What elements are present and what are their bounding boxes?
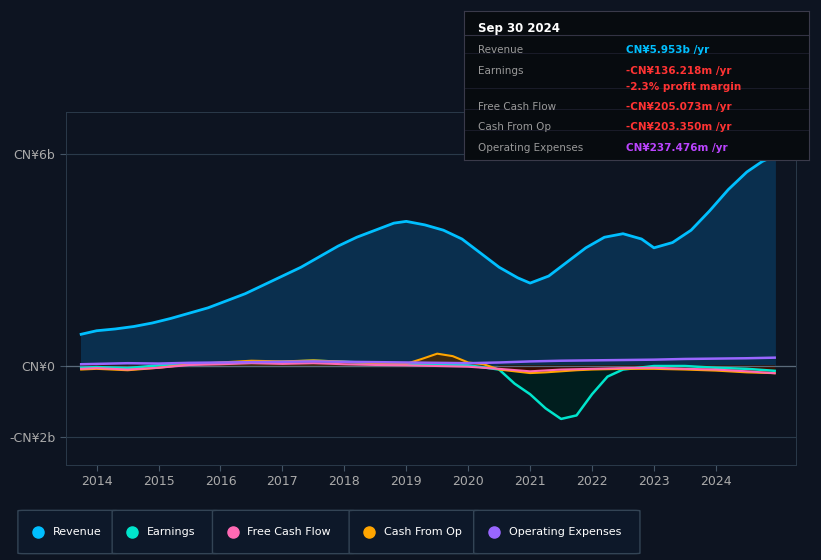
Text: Free Cash Flow: Free Cash Flow — [478, 102, 556, 112]
FancyBboxPatch shape — [112, 510, 218, 554]
Text: Operating Expenses: Operating Expenses — [478, 143, 583, 153]
Text: Operating Expenses: Operating Expenses — [509, 527, 621, 537]
Text: Cash From Op: Cash From Op — [478, 123, 551, 133]
Text: Cash From Op: Cash From Op — [384, 527, 462, 537]
Text: -CN¥136.218m /yr: -CN¥136.218m /yr — [626, 66, 732, 76]
Text: Earnings: Earnings — [147, 527, 195, 537]
FancyBboxPatch shape — [474, 510, 640, 554]
Text: CN¥237.476m /yr: CN¥237.476m /yr — [626, 143, 727, 153]
Text: Revenue: Revenue — [478, 45, 523, 55]
Text: CN¥5.953b /yr: CN¥5.953b /yr — [626, 45, 709, 55]
Text: Revenue: Revenue — [53, 527, 102, 537]
FancyBboxPatch shape — [349, 510, 479, 554]
FancyBboxPatch shape — [213, 510, 355, 554]
Text: -2.3% profit margin: -2.3% profit margin — [626, 82, 741, 92]
Text: -CN¥205.073m /yr: -CN¥205.073m /yr — [626, 102, 732, 112]
Text: Earnings: Earnings — [478, 66, 523, 76]
FancyBboxPatch shape — [18, 510, 117, 554]
Text: Free Cash Flow: Free Cash Flow — [247, 527, 331, 537]
Text: -CN¥203.350m /yr: -CN¥203.350m /yr — [626, 123, 732, 133]
Text: Sep 30 2024: Sep 30 2024 — [478, 22, 560, 35]
